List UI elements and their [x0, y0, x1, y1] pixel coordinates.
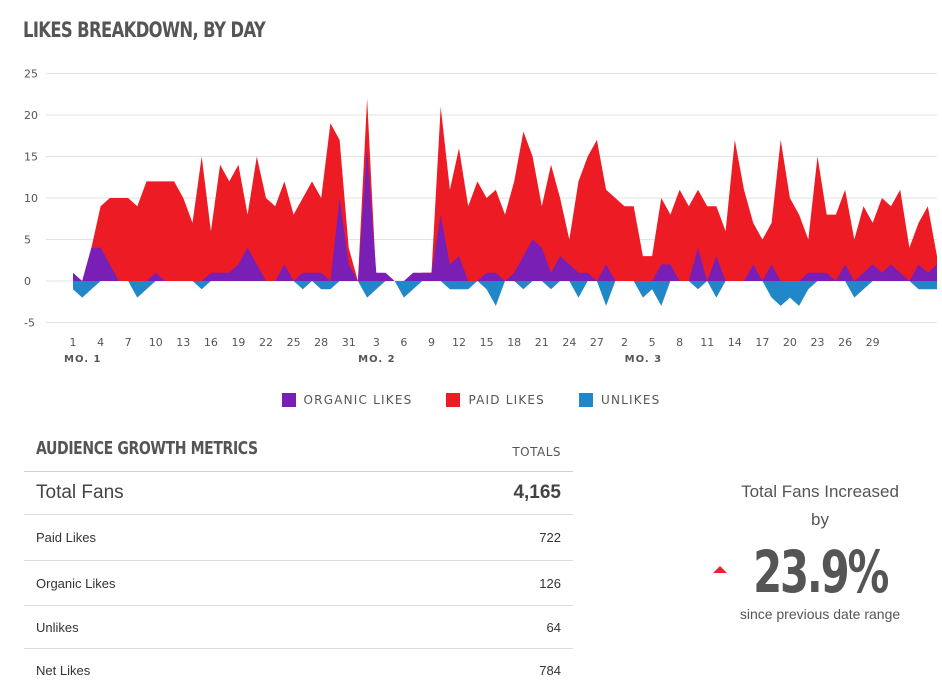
table-row: Paid Likes 722: [24, 515, 573, 561]
legend-item-paid[interactable]: PAID LIKES: [446, 393, 545, 407]
month-label: MO. 3: [625, 354, 662, 365]
table-row: Total Fans 4,165: [24, 472, 573, 515]
fans-increase-summary: Total Fans Increased by 23.9% since prev…: [700, 478, 940, 622]
x-tick-label: 17: [755, 336, 769, 349]
metric-label-organic-likes: Organic Likes: [24, 561, 468, 606]
up-triangle-icon: [713, 566, 727, 573]
summary-subtext: since previous date range: [700, 606, 940, 622]
x-tick-label: 28: [314, 336, 328, 349]
percent-row: 23.9%: [700, 538, 940, 604]
x-tick-label: 14: [728, 336, 742, 349]
x-tick-label: 7: [125, 336, 132, 349]
legend-label-unlikes: UNLIKES: [601, 393, 660, 407]
metrics-title: AUDIENCE GROWTH METRICS: [36, 438, 258, 459]
x-tick-label: 12: [452, 336, 466, 349]
table-header-row: AUDIENCE GROWTH METRICS TOTALS: [24, 425, 573, 472]
x-tick-label: 29: [866, 336, 880, 349]
table-row: Organic Likes 126: [24, 561, 573, 606]
y-tick-label: 0: [24, 275, 31, 288]
table-row: Net Likes 784: [24, 649, 573, 691]
legend-label-organic: ORGANIC LIKES: [304, 393, 413, 407]
chart-legend: ORGANIC LIKES PAID LIKES UNLIKES: [0, 393, 942, 407]
x-tick-label: 16: [204, 336, 218, 349]
legend-item-unlikes[interactable]: UNLIKES: [579, 393, 660, 407]
y-tick-label: 5: [24, 234, 31, 247]
x-tick-label: 9: [428, 336, 435, 349]
x-tick-label: 3: [373, 336, 380, 349]
y-tick-label: 10: [24, 192, 38, 205]
y-tick-label: 25: [24, 68, 38, 81]
x-tick-label: 20: [783, 336, 797, 349]
x-tick-label: 27: [590, 336, 604, 349]
legend-label-paid: PAID LIKES: [468, 393, 545, 407]
metric-value-net-likes: 784: [468, 649, 573, 691]
x-tick-label: 8: [676, 336, 683, 349]
metric-value-organic-likes: 126: [468, 561, 573, 606]
metric-value-paid-likes: 722: [468, 515, 573, 561]
metric-label-total-fans: Total Fans: [24, 472, 468, 515]
x-tick-label: 13: [176, 336, 190, 349]
x-tick-label: 1: [70, 336, 77, 349]
chart-title: LIKES BREAKDOWN, BY DAY: [23, 18, 265, 42]
metric-value-total-fans: 4,165: [468, 472, 573, 515]
series-area-unlikes: [73, 281, 937, 306]
month-label: MO. 1: [64, 354, 101, 365]
summary-line-2: by: [700, 506, 940, 534]
metric-label-unlikes: Unlikes: [24, 606, 468, 649]
x-tick-label: 31: [342, 336, 356, 349]
x-tick-label: 24: [562, 336, 576, 349]
legend-item-organic[interactable]: ORGANIC LIKES: [282, 393, 413, 407]
summary-line-1: Total Fans Increased: [700, 478, 940, 506]
unlikes-swatch-icon: [579, 393, 593, 407]
y-tick-label: 20: [24, 109, 38, 122]
x-tick-label: 18: [507, 336, 521, 349]
percent-change: 23.9%: [753, 538, 887, 606]
x-tick-label: 2: [621, 336, 628, 349]
series-area-paid-likes: [73, 98, 937, 281]
x-tick-label: 19: [231, 336, 245, 349]
x-tick-label: 21: [535, 336, 549, 349]
metric-label-paid-likes: Paid Likes: [24, 515, 468, 561]
x-tick-label: 26: [838, 336, 852, 349]
audience-growth-table: AUDIENCE GROWTH METRICS TOTALS Total Fan…: [24, 425, 573, 691]
organic-swatch-icon: [282, 393, 296, 407]
metric-label-net-likes: Net Likes: [24, 649, 468, 691]
x-tick-label: 4: [97, 336, 104, 349]
table-row: Unlikes 64: [24, 606, 573, 649]
x-tick-label: 25: [287, 336, 301, 349]
paid-swatch-icon: [446, 393, 460, 407]
totals-header: TOTALS: [468, 425, 573, 472]
y-tick-label: -5: [24, 317, 35, 330]
metric-value-unlikes: 64: [468, 606, 573, 649]
month-label: MO. 2: [358, 354, 395, 365]
x-tick-label: 5: [649, 336, 656, 349]
x-tick-label: 11: [700, 336, 714, 349]
x-tick-label: 22: [259, 336, 273, 349]
x-tick-label: 15: [480, 336, 494, 349]
series-areas: [73, 98, 937, 306]
y-tick-label: 15: [24, 151, 38, 164]
metrics-title-cell: AUDIENCE GROWTH METRICS: [24, 425, 468, 472]
x-tick-label: 23: [811, 336, 825, 349]
x-tick-label: 6: [400, 336, 407, 349]
x-tick-label: 10: [149, 336, 163, 349]
